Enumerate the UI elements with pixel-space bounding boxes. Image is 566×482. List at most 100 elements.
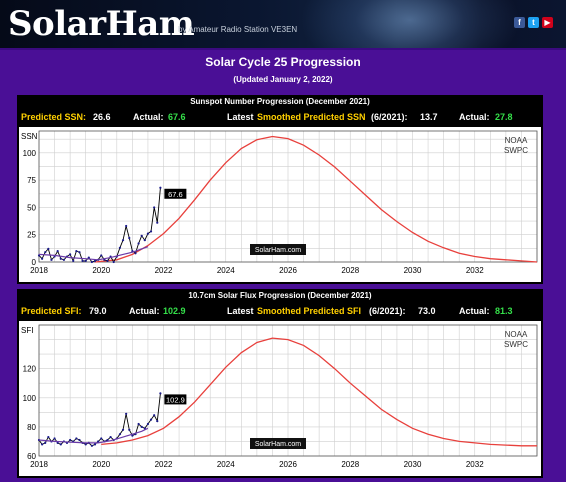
twitter-icon[interactable]: t <box>528 17 539 28</box>
ssn-source-label: NOAA <box>505 136 528 145</box>
sfi-xtick-label: 2032 <box>466 460 484 469</box>
ssn-ytick-label: 50 <box>27 203 36 212</box>
sfi-monthly-point <box>41 443 44 446</box>
sfi-predicted-line <box>101 337 537 447</box>
sfi-actual-value: 102.9 <box>163 306 186 316</box>
sfi-monthly-point <box>97 440 100 443</box>
ssn-monthly-point <box>62 258 65 261</box>
sfi-grid <box>38 324 538 457</box>
sfi-monthly-point <box>109 435 112 439</box>
sfi-monthly-point <box>75 437 78 440</box>
sfi-monthly-point <box>84 443 87 446</box>
ssn-xtick-label: 2032 <box>466 266 484 275</box>
sfi-monthly-point <box>159 392 162 395</box>
site-banner: SolarHam by Amateur Radio Station VE3EN … <box>0 0 566 50</box>
sfi-monthly-point <box>44 441 47 444</box>
sfi-actual-label: Actual: <box>129 306 160 316</box>
ssn-latest-callout: 67.6 <box>164 188 187 199</box>
ssn-latest-prefix: Latest <box>227 112 254 122</box>
youtube-icon[interactable]: ▶ <box>542 17 553 28</box>
ssn-monthly-point <box>59 257 62 260</box>
ssn-xtick-label: 2024 <box>217 266 235 275</box>
ssn-monthly-point <box>41 257 44 260</box>
sfi-monthly-point <box>156 419 159 423</box>
sfi-monthly-point <box>146 422 150 426</box>
sfi-monthly-point <box>153 414 156 417</box>
sfi-latest-value: 73.0 <box>418 306 436 316</box>
ssn-source-label: SWPC <box>504 146 528 155</box>
sfi-monthly-point <box>131 434 134 437</box>
sfi-chart: 60 80 100 120 SFI 2018 2020 2022 2024 2026 2028 203… <box>21 324 538 469</box>
sfi-monthly-point <box>59 443 62 446</box>
sfi-xtick-label: 2020 <box>92 460 110 469</box>
ssn-ytick-label: 100 <box>23 149 37 158</box>
sfi-stats-row: Predicted SFI: 79.0 Actual: 102.9 Latest… <box>17 304 543 318</box>
ssn-actual2-label: Actual: <box>459 112 490 122</box>
ssn-plot-area: 0 25 50 75 100 SSN 2018 2020 2022 2024 2026 2028 203… <box>19 127 541 282</box>
ssn-monthly-point <box>143 239 146 242</box>
ssn-monthly-point <box>56 249 59 253</box>
ssn-latest-month: (6/2021): <box>371 112 408 122</box>
sfi-predicted-value: 79.0 <box>89 306 107 316</box>
ssn-xtick-label: 2030 <box>404 266 422 275</box>
ssn-monthly-point <box>149 230 153 233</box>
sfi-latest-label: Smoothed Predicted SFI <box>257 306 362 316</box>
sfi-latest-prefix: Latest <box>227 306 254 316</box>
site-logo[interactable]: SolarHam <box>8 4 195 44</box>
ssn-monthly-point <box>146 232 150 235</box>
sfi-xtick-label: 2024 <box>217 460 235 469</box>
sfi-monthly-point <box>118 433 122 436</box>
ssn-actual2-value: 27.8 <box>495 112 513 122</box>
ssn-latest-label: 67.6 <box>168 190 183 199</box>
ssn-latest-box <box>164 188 187 199</box>
ssn-monthly-point <box>100 254 103 257</box>
ssn-smoothed-line <box>38 246 149 261</box>
sfi-monthly-point <box>125 412 128 415</box>
ssn-latest-label: Smoothed Predicted SSN <box>257 112 366 122</box>
ssn-xtick-label: 2018 <box>30 266 48 275</box>
ssn-monthly-point <box>78 251 81 254</box>
sfi-monthly-point <box>56 441 59 444</box>
sfi-latest-label: 102.9 <box>166 395 185 404</box>
ssn-predicted-line <box>94 135 538 263</box>
facebook-icon[interactable]: f <box>514 17 525 28</box>
sfi-ytick-label: 120 <box>23 365 37 374</box>
ssn-monthly-point <box>118 246 122 249</box>
sfi-smoothed-line <box>38 427 149 444</box>
ssn-monthly-point <box>81 259 84 263</box>
ssn-stats-row: Predicted SSN: 26.6 Actual: 67.6 Latest … <box>17 110 543 124</box>
sfi-monthly-point <box>137 422 140 426</box>
ssn-monthly-point <box>50 258 53 261</box>
sfi-monthly-point <box>69 438 72 442</box>
ssn-actual-label: Actual: <box>133 112 164 122</box>
ssn-monthly-point <box>112 260 115 264</box>
sun-image <box>300 0 520 48</box>
updated-date: (Updated January 2, 2022) <box>233 75 333 84</box>
ssn-frame <box>38 130 538 263</box>
ssn-predicted-label: Predicted SSN: <box>21 112 87 122</box>
ssn-monthly-point <box>47 247 50 250</box>
sfi-xtick-label: 2022 <box>155 460 173 469</box>
sfi-ytick-label: 60 <box>27 452 36 461</box>
ssn-monthly-point <box>140 234 143 237</box>
ssn-grid <box>38 131 538 263</box>
sfi-ytick-label: 80 <box>27 423 36 432</box>
sfi-monthly-point <box>149 418 153 421</box>
sfi-xtick-label: 2030 <box>404 460 422 469</box>
sfi-frame <box>38 324 538 457</box>
sfi-monthly-point <box>100 437 103 440</box>
ssn-ylabel: SSN <box>21 132 38 141</box>
ssn-monthly-point <box>84 259 87 263</box>
ssn-monthly-point <box>137 242 140 245</box>
sfi-monthly-point <box>53 437 56 440</box>
ssn-xtick-label: 2026 <box>279 266 297 275</box>
sfi-panel: 10.7cm Solar Flux Progression (December … <box>17 289 543 478</box>
sfi-watermark: SolarHam.com <box>255 441 301 448</box>
site-tagline: by Amateur Radio Station VE3EN <box>178 25 298 34</box>
ssn-ytick-label: 0 <box>32 258 37 267</box>
sfi-xtick-label: 2028 <box>341 460 359 469</box>
sfi-source-label: SWPC <box>504 340 528 349</box>
ssn-predicted-value: 26.6 <box>93 112 111 122</box>
ssn-monthly-point <box>90 260 94 264</box>
ssn-actual-value: 67.6 <box>168 112 186 122</box>
